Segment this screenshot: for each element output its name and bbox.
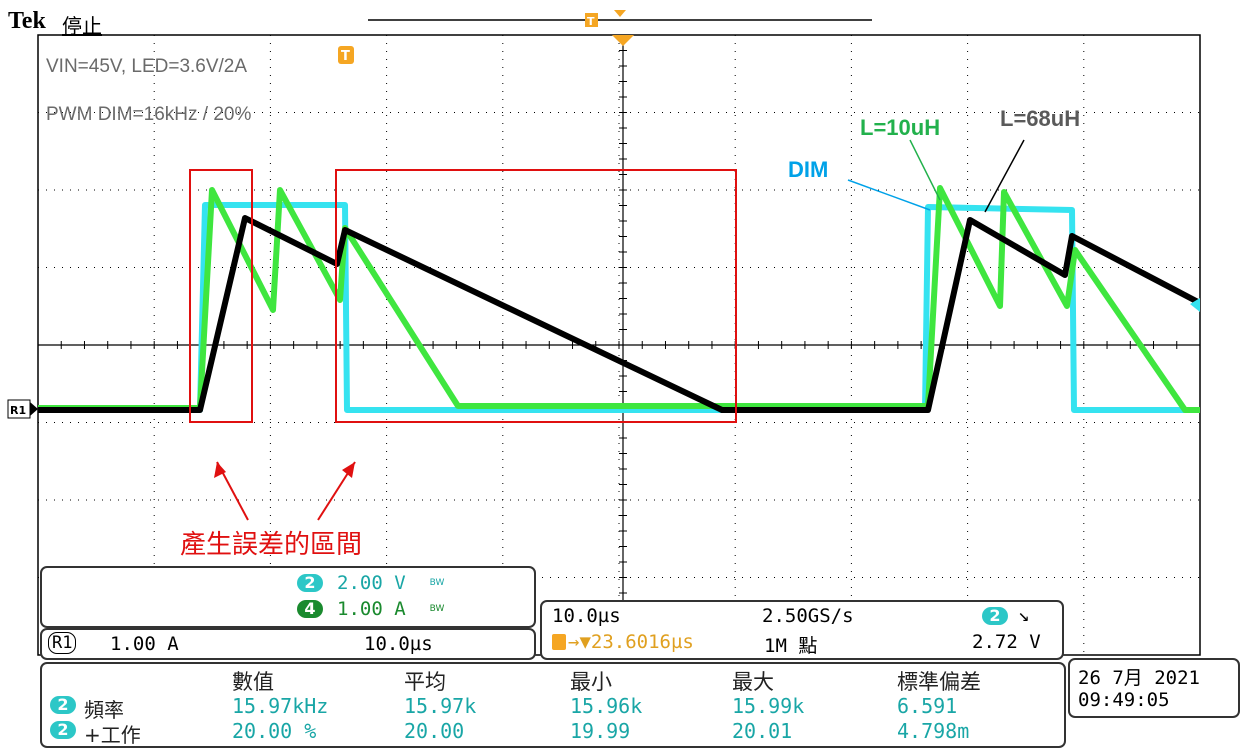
ch4-bw-limit: BW: [429, 604, 445, 614]
ref-scale: 1.00 A: [110, 633, 179, 655]
trigger-level: 2.72 V: [972, 631, 1041, 653]
meas-value: 20.01: [732, 719, 793, 743]
timebase-panel[interactable]: 10.0µs 2.50GS/s 2 ↘ →▼23.6016µs 1M 點 2.7…: [540, 600, 1064, 660]
ch4-scale-row[interactable]: 4 1.00 A BW: [297, 598, 444, 620]
date: 26 7月 2021: [1078, 667, 1200, 689]
meas-value: 15.99k: [732, 694, 805, 718]
datetime-panel: 26 7月 2021 09:49:05: [1068, 658, 1240, 718]
dim-waveform: [38, 202, 1200, 413]
trigger-position-letter: T: [587, 15, 595, 28]
ch2-badge: 2: [297, 574, 323, 592]
time: 09:49:05: [1078, 689, 1170, 711]
conditions-line1: VIN=45V, LED=3.6V/2A: [46, 56, 248, 77]
horizontal-scale: 10.0µs: [552, 605, 621, 627]
trigger-position-icon: [585, 13, 598, 27]
l68-leader-line: [984, 139, 1025, 213]
label-l10uh: L=10uH: [860, 115, 941, 140]
meas-value: 20.00: [404, 719, 465, 743]
error-region-box-1: [189, 169, 253, 423]
ch4-scale: 1.00 A: [337, 598, 406, 620]
meas-value: 15.96k: [570, 694, 643, 718]
ref-panel[interactable]: R1 1.00 A 10.0µs: [40, 628, 536, 660]
l10-leader-line: [909, 139, 941, 201]
channel-scale-panel[interactable]: 2 2.00 V BW 4 1.00 A BW: [40, 566, 536, 628]
trigger-delay-icon: [552, 634, 566, 650]
trigger-source-badge: 2: [982, 607, 1008, 625]
ch2-offset-marker: [1190, 298, 1200, 312]
measurement-panel[interactable]: 數值 平均 最小 最大 標準偏差 2 頻率 15.97kHz 15.97k 15.96k 15.9…: [40, 662, 1066, 748]
error-arrow-2-head: [342, 462, 355, 478]
meas-value: 19.99: [570, 719, 631, 743]
trigger-badge-icon: [338, 46, 354, 64]
ch4-badge: 4: [297, 600, 323, 618]
trigger-delay: →▼23.6016µs: [568, 631, 694, 653]
meas-value: 20.00 %: [232, 719, 317, 743]
meas-value: 15.97k: [404, 694, 477, 718]
ch2-scale-row[interactable]: 2 2.00 V BW: [297, 572, 444, 594]
meas-value: 6.591: [897, 694, 958, 718]
label-dim: DIM: [788, 157, 829, 182]
meas-row-channel-badge: 2: [50, 696, 76, 714]
l68-waveform: [38, 215, 1200, 413]
ref-marker-label: R1: [10, 404, 26, 417]
ch2-scale: 2.00 V: [337, 572, 406, 594]
meas-header-3: 最小: [570, 670, 612, 694]
meas-header-1: 數值: [232, 670, 274, 694]
meas-row-name: +工作: [84, 723, 141, 747]
conditions-line2: PWM DIM=16kHz / 20%: [46, 104, 252, 125]
error-region-label: 產生誤差的區間: [180, 530, 363, 560]
trigger-badge-letter: T: [341, 49, 350, 64]
trigger-point-icon: [614, 10, 626, 17]
meas-row-name: 頻率: [84, 698, 124, 722]
dim-leader-line: [847, 179, 931, 211]
record-length: 1M 點: [764, 635, 818, 657]
meas-header-5: 標準偏差: [897, 670, 981, 694]
trigger-marker-icon: [612, 35, 634, 46]
meas-value: 15.97kHz: [232, 694, 329, 718]
meas-value: 4.798m: [897, 719, 970, 743]
acquisition-state: 停止: [62, 14, 102, 38]
meas-header-4: 最大: [732, 670, 774, 694]
ref-timebase: 10.0µs: [364, 633, 433, 655]
l10-waveform: [38, 185, 1200, 413]
meas-header-2: 平均: [404, 670, 446, 694]
meas-row-channel-badge: 2: [50, 721, 76, 739]
ref-badge: R1: [48, 632, 77, 654]
label-l68uh: L=68uH: [1000, 106, 1081, 131]
trigger-slope-icon: ↘: [1018, 604, 1030, 626]
sample-rate: 2.50GS/s: [762, 605, 854, 627]
ch2-bw-limit: BW: [429, 578, 445, 588]
brand-logo: Tek: [8, 8, 46, 34]
error-region-box-2: [335, 169, 737, 423]
error-arrow-1-head: [214, 462, 226, 478]
